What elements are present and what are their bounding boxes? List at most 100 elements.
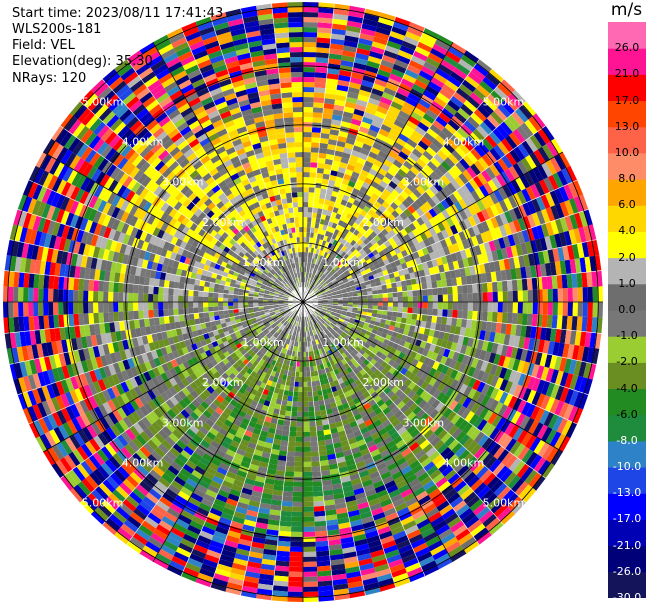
- velocity-gate: [339, 226, 346, 233]
- velocity-gate: [417, 140, 429, 151]
- velocity-gate: [521, 140, 534, 155]
- velocity-gate: [544, 236, 553, 250]
- velocity-gate: [525, 137, 538, 153]
- velocity-gate: [344, 35, 360, 43]
- velocity-gate: [310, 227, 315, 233]
- velocity-gate: [303, 182, 310, 188]
- velocity-gate: [383, 159, 393, 168]
- velocity-gate: [334, 259, 340, 265]
- velocity-gate: [319, 218, 325, 225]
- ray-separator: [302, 179, 578, 303]
- velocity-gate: [321, 293, 327, 296]
- velocity-gate: [342, 50, 356, 58]
- velocity-gate: [523, 172, 535, 187]
- velocity-gate: [457, 241, 465, 251]
- velocity-gate: [546, 141, 559, 157]
- velocity-gate: [396, 311, 403, 318]
- velocity-gate: [339, 257, 346, 264]
- velocity-gate: [435, 241, 443, 250]
- velocity-gate: [347, 243, 354, 250]
- velocity-gate: [290, 536, 303, 542]
- velocity-gate: [398, 257, 406, 265]
- velocity-gate: [457, 293, 463, 302]
- velocity-gate: [338, 237, 344, 244]
- velocity-gate: [411, 130, 424, 141]
- velocity-gate: [392, 63, 407, 74]
- velocity-gate: [320, 188, 327, 195]
- velocity-gate: [476, 172, 488, 185]
- velocity-gate: [352, 299, 358, 302]
- velocity-gate: [357, 174, 367, 182]
- velocity-gate: [568, 229, 577, 245]
- velocity-gate: [455, 251, 463, 261]
- velocity-gate: [463, 119, 477, 133]
- velocity-gate: [288, 576, 303, 582]
- velocity-gate: [489, 228, 498, 241]
- velocity-gate: [403, 186, 413, 196]
- velocity-gate: [411, 313, 418, 320]
- velocity-gate: [474, 244, 482, 256]
- velocity-gate: [436, 231, 445, 241]
- velocity-gate: [494, 202, 504, 215]
- velocity-gate: [293, 386, 299, 392]
- velocity-gate: [353, 108, 365, 117]
- velocity-gate: [373, 159, 383, 168]
- velocity-gate: [564, 215, 574, 231]
- velocity-gate: [317, 277, 322, 283]
- velocity-gate: [525, 241, 533, 255]
- velocity-gate: [287, 441, 296, 447]
- velocity-gate: [323, 284, 329, 289]
- velocity-gate: [430, 76, 445, 89]
- velocity-gate: [303, 117, 313, 123]
- velocity-gate: [412, 83, 426, 95]
- velocity-gate: [346, 250, 353, 256]
- velocity-gate: [555, 203, 565, 219]
- velocity-gate: [344, 168, 354, 176]
- velocity-gate: [545, 159, 557, 175]
- velocity-gate: [321, 178, 329, 185]
- velocity-gate: [397, 307, 403, 313]
- velocity-gate: [315, 535, 329, 542]
- velocity-gate: [400, 164, 410, 174]
- velocity-gate: [303, 436, 311, 442]
- velocity-gate: [459, 158, 471, 170]
- velocity-gate: [455, 161, 467, 173]
- velocity-gate: [457, 107, 471, 120]
- velocity-gate: [358, 89, 371, 98]
- velocity-gate: [426, 315, 433, 323]
- velocity-gate: [400, 106, 413, 116]
- velocity-gate: [471, 202, 482, 214]
- velocity-gate: [332, 292, 338, 296]
- velocity-gate: [312, 486, 323, 492]
- velocity-gate: [280, 515, 292, 522]
- velocity-gate: [303, 142, 312, 148]
- velocity-gate: [485, 230, 494, 242]
- velocity-gate: [507, 291, 513, 302]
- velocity-gate: [410, 179, 420, 189]
- velocity-gate: [318, 278, 324, 284]
- velocity-gate: [303, 431, 311, 437]
- velocity-gate: [409, 88, 423, 99]
- velocity-gate: [341, 259, 348, 266]
- velocity-gate: [380, 212, 388, 221]
- velocity-gate: [348, 81, 362, 90]
- velocity-gate: [493, 86, 509, 101]
- velocity-gate: [343, 269, 350, 275]
- velocity-gate: [536, 224, 545, 239]
- velocity-gate: [294, 451, 303, 457]
- velocity-gate: [366, 102, 379, 111]
- velocity-gate: [375, 281, 382, 287]
- velocity-gate: [529, 152, 542, 167]
- velocity-gate: [310, 268, 314, 274]
- velocity-gate: [508, 93, 523, 108]
- velocity-gate: [414, 46, 431, 57]
- velocity-gate: [541, 276, 548, 290]
- velocity-gate: [345, 286, 352, 291]
- velocity-gate: [450, 71, 465, 84]
- velocity-gate: [517, 217, 527, 231]
- velocity-gate: [340, 285, 346, 290]
- velocity-gate: [404, 225, 412, 234]
- velocity-gate: [422, 302, 428, 309]
- velocity-gate: [333, 264, 339, 271]
- velocity-gate: [521, 157, 533, 172]
